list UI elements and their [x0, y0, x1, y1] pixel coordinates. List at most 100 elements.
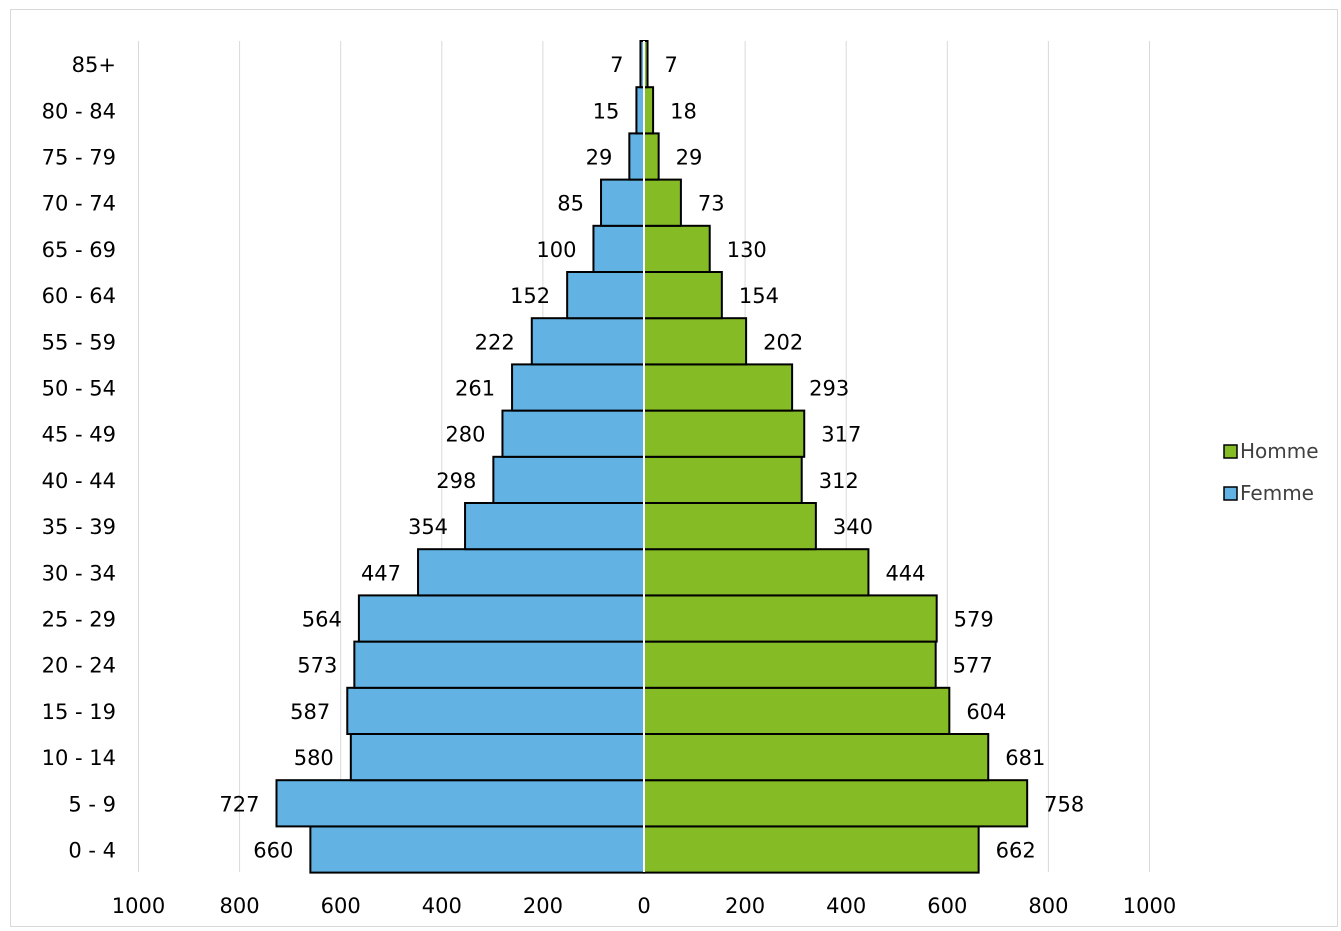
data-label-femme: 85	[557, 192, 584, 216]
bar-femme	[417, 548, 645, 597]
x-tick-label: 800	[220, 894, 260, 918]
y-category-label: 30 - 34	[42, 561, 116, 585]
bar-homme	[643, 779, 1029, 828]
data-label-femme: 261	[455, 377, 495, 401]
bar-femme	[628, 132, 646, 181]
bar-femme	[501, 409, 645, 458]
y-category-label: 35 - 39	[42, 515, 116, 539]
data-label-homme: 604	[966, 700, 1006, 724]
bar-femme	[566, 271, 645, 320]
bar-femme	[275, 779, 645, 828]
data-label-homme: 579	[954, 608, 994, 632]
data-label-femme: 727	[219, 792, 259, 816]
bar-homme	[643, 409, 806, 458]
bar-homme	[643, 502, 817, 551]
bar-homme	[643, 455, 803, 504]
x-tick-label: 600	[321, 894, 361, 918]
data-label-femme: 354	[408, 515, 448, 539]
legend-swatch-femme	[1223, 486, 1238, 501]
bar-femme	[530, 317, 645, 366]
bar-homme	[643, 548, 870, 597]
x-tick-label: 400	[422, 894, 462, 918]
data-label-homme: 340	[833, 515, 873, 539]
data-label-femme: 660	[253, 839, 293, 863]
bar-femme	[464, 502, 646, 551]
bar-homme	[643, 825, 980, 874]
x-tick-label: 1000	[1123, 894, 1176, 918]
bar-femme	[511, 363, 646, 412]
bar-homme	[643, 317, 748, 366]
bar-femme	[492, 455, 645, 504]
bar-homme	[643, 86, 655, 135]
data-label-femme: 298	[436, 469, 476, 493]
x-tick-label: 1000	[112, 894, 165, 918]
y-category-label: 60 - 64	[42, 284, 116, 308]
y-category-label: 25 - 29	[42, 608, 116, 632]
y-category-label: 50 - 54	[42, 377, 116, 401]
bar-homme	[643, 640, 937, 689]
bar-femme	[592, 224, 646, 274]
data-label-femme: 580	[294, 746, 334, 770]
data-label-homme: 154	[739, 284, 779, 308]
y-category-label: 65 - 69	[42, 238, 116, 262]
bar-femme	[346, 686, 645, 735]
data-label-homme: 293	[809, 377, 849, 401]
data-label-femme: 587	[290, 700, 330, 724]
x-tick-label: 200	[523, 894, 563, 918]
data-label-homme: 317	[821, 423, 861, 447]
y-category-label: 75 - 79	[42, 146, 116, 170]
data-label-homme: 73	[698, 192, 725, 216]
y-category-label: 5 - 9	[68, 792, 116, 816]
data-label-homme: 758	[1044, 792, 1084, 816]
bar-homme	[643, 224, 711, 274]
x-tick-label: 0	[637, 894, 650, 918]
data-label-homme: 662	[996, 839, 1036, 863]
data-label-homme: 681	[1005, 746, 1045, 770]
data-label-femme: 15	[593, 99, 620, 123]
legend-label-homme: Homme	[1240, 439, 1319, 463]
data-label-femme: 573	[297, 654, 337, 678]
bar-femme	[309, 825, 645, 874]
y-category-label: 15 - 19	[42, 700, 116, 724]
data-label-femme: 152	[510, 284, 550, 308]
data-label-homme: 29	[676, 146, 703, 170]
bar-homme	[643, 363, 794, 412]
bar-femme	[353, 640, 645, 689]
data-labels: 660 662 727 758 580 681 587 604 573 577 564 579 447 4…	[219, 53, 1084, 862]
x-tick-label: 600	[927, 894, 967, 918]
legend: Homme Femme	[1223, 439, 1319, 505]
bar-femme	[635, 86, 645, 135]
x-tick-label: 200	[725, 894, 765, 918]
bar-homme	[643, 178, 682, 227]
y-category-label: 85+	[72, 53, 116, 77]
legend-swatch-homme	[1223, 444, 1238, 459]
data-label-homme: 202	[763, 330, 803, 354]
bar-homme	[643, 271, 723, 320]
bar-homme	[643, 686, 951, 735]
bar-homme	[643, 594, 938, 643]
data-label-femme: 280	[445, 423, 485, 447]
y-axis-labels: 0 - 4 5 - 9 10 - 14 15 - 19 20 - 24 25 - 29 30…	[42, 53, 116, 862]
data-label-homme: 312	[819, 469, 859, 493]
data-label-homme: 18	[670, 99, 697, 123]
x-tick-label: 800	[1028, 894, 1068, 918]
data-label-femme: 222	[475, 330, 515, 354]
data-label-femme: 564	[302, 608, 342, 632]
bar-homme	[643, 733, 990, 782]
bar-femme	[357, 594, 645, 643]
y-category-label: 0 - 4	[68, 839, 116, 863]
data-label-femme: 447	[361, 561, 401, 585]
legend-label-femme: Femme	[1240, 481, 1314, 505]
bar-femme	[349, 733, 645, 782]
data-label-homme: 444	[885, 561, 925, 585]
x-tick-label: 400	[826, 894, 866, 918]
y-category-label: 55 - 59	[42, 330, 116, 354]
y-category-label: 45 - 49	[42, 423, 116, 447]
y-category-label: 70 - 74	[42, 192, 116, 216]
data-label-homme: 130	[727, 238, 767, 262]
data-label-femme: 7	[610, 53, 623, 77]
data-label-femme: 29	[586, 146, 613, 170]
bars	[275, 40, 1029, 874]
y-category-label: 20 - 24	[42, 654, 116, 678]
